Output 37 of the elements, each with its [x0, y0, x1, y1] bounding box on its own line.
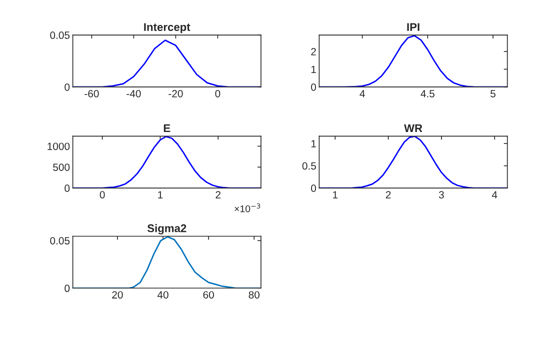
- x-tick-label: 2: [386, 191, 391, 198]
- x-tick-label: 4.5: [420, 90, 434, 98]
- y-tick-label: 2: [311, 48, 316, 56]
- x-tick-label: -60: [84, 90, 99, 98]
- y-tick-label: 1: [311, 140, 316, 148]
- chart-title: WR: [404, 124, 422, 132]
- x-tick-label: 20: [112, 291, 123, 299]
- y-tick-label: 0.05: [50, 237, 70, 244]
- x-tick-label: 80: [248, 291, 260, 299]
- x-tick-label: 1: [158, 191, 163, 198]
- text: ×10$^{−3}$: [234, 203, 260, 212]
- x-tick-label: 60: [203, 291, 214, 299]
- x-tick-label: -20: [168, 90, 183, 98]
- x-tick-label: 0: [215, 90, 220, 98]
- chart-title: IPI: [407, 23, 420, 31]
- x-tick-label: 0: [100, 191, 105, 198]
- x-tick-label: 5: [490, 90, 496, 98]
- y-tick-label: 0: [311, 184, 316, 192]
- y-tick-label: 500: [53, 164, 70, 171]
- x-tick-label: 1: [333, 191, 338, 198]
- x-tick-label: 4: [360, 90, 365, 98]
- chart-title: Sigma2: [147, 224, 186, 234]
- x-tick-label: 4: [492, 191, 498, 198]
- y-tick-label: 1: [311, 66, 316, 74]
- y-tick-label: 1000: [48, 142, 70, 150]
- y-tick-label: 0.05: [50, 32, 70, 39]
- y-tick-label: 0: [311, 83, 316, 91]
- chart-title: Intercept: [144, 23, 190, 34]
- x-tick-label: 3: [438, 191, 444, 198]
- y-tick-label: 0: [64, 184, 70, 192]
- y-tick-label: 0.5: [302, 162, 316, 170]
- y-tick-label: 0: [64, 284, 70, 292]
- chart-title: E: [164, 124, 170, 132]
- x-tick-label: 2: [216, 191, 220, 198]
- x-tick-label: -40: [126, 90, 141, 98]
- y-tick-label: 0: [64, 83, 70, 91]
- x-tick-label: 40: [157, 291, 168, 299]
